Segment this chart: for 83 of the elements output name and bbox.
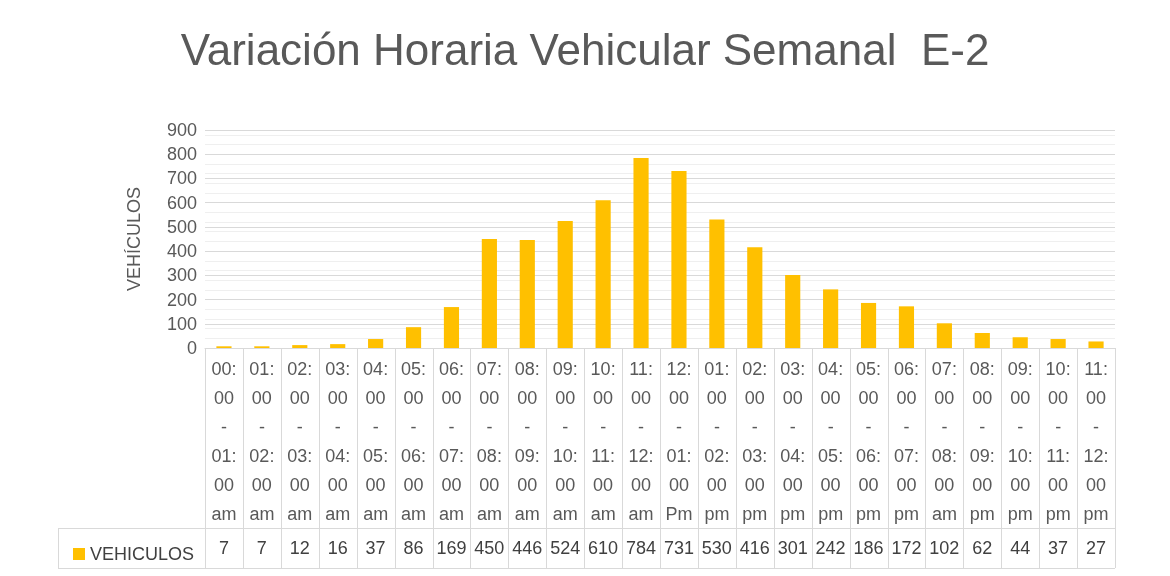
- bar: [898, 306, 915, 348]
- data-label: 102: [928, 537, 961, 560]
- bar: [557, 221, 573, 348]
- data-label: 12: [288, 537, 311, 560]
- bar: [936, 323, 952, 348]
- data-label: 242: [814, 537, 847, 560]
- y-tick-label: 500: [166, 216, 197, 237]
- y-tick-label: 400: [166, 241, 197, 262]
- x-tick-label: 11:00 - 12:00 pm: [1083, 358, 1109, 524]
- data-label: 7: [217, 537, 230, 560]
- x-tick-label: 04:00 - 05:00 pm: [818, 358, 844, 524]
- data-label: 524: [549, 537, 582, 560]
- data-label: 530: [700, 537, 733, 560]
- legend-label: VEHICULOS: [90, 544, 195, 564]
- bar: [595, 200, 611, 348]
- y-tick-label: 600: [166, 192, 197, 213]
- bar: [747, 247, 763, 348]
- data-label: 172: [890, 537, 923, 560]
- data-label: 169: [435, 537, 468, 560]
- data-label: 86: [402, 537, 425, 560]
- bar: [785, 275, 801, 348]
- data-label: 186: [852, 537, 885, 560]
- data-label: 16: [326, 537, 349, 560]
- y-tick-label: 100: [166, 313, 197, 334]
- x-tick-label: 09:00 - 10:00 am: [552, 358, 578, 524]
- bar: [443, 307, 460, 348]
- y-tick-label: 200: [166, 289, 197, 310]
- bar: [860, 302, 877, 348]
- x-tick-label: 01:00 - 02:00 pm: [704, 358, 730, 524]
- x-tick-label: 12:00 - 01:00 Pm: [665, 358, 693, 524]
- y-tick-label: 900: [166, 120, 197, 140]
- bar: [671, 170, 687, 348]
- x-tick-label: 03:00 - 04:00 am: [325, 358, 351, 524]
- data-label: 37: [1047, 537, 1070, 560]
- y-tick-label: 700: [166, 168, 197, 189]
- bar: [823, 289, 839, 348]
- bar: [368, 339, 384, 348]
- bar: [709, 219, 725, 348]
- data-label: 7: [255, 537, 268, 560]
- x-tick-label: 06:00 - 07:00 am: [438, 358, 464, 524]
- chart-title: Variación Horaria Vehicular Semanal E-2: [180, 24, 990, 74]
- bar: [1050, 339, 1066, 348]
- x-tick-label: 08:00 - 09:00 pm: [969, 358, 995, 524]
- x-tick-label: 05:00 - 06:00 am: [401, 358, 427, 524]
- bar: [974, 332, 990, 348]
- x-tick-label: 06:00 - 07:00 pm: [893, 358, 919, 524]
- y-tick-label: 300: [166, 265, 197, 286]
- data-label: 446: [511, 537, 544, 560]
- data-label: 301: [776, 537, 809, 560]
- x-tick-label: 11:00 - 12:00 am: [628, 358, 654, 524]
- x-tick-label: 01:00 - 02:00 am: [249, 358, 275, 524]
- bar: [519, 239, 535, 348]
- data-label: 450: [473, 537, 506, 560]
- x-tick-label: 02:00 - 03:00 am: [287, 358, 313, 524]
- data-label: 37: [364, 537, 387, 560]
- x-tick-label: 07:00 - 08:00 am: [931, 358, 957, 524]
- x-tick-label: 02:00 - 03:00 pm: [742, 358, 768, 524]
- x-tick-label: 03:00 - 04:00 pm: [780, 358, 806, 524]
- x-tick-label: 07:00 - 08:00 am: [476, 358, 502, 524]
- y-tick-label: 0: [186, 338, 197, 358]
- x-tick-label: 04:00 - 05:00 am: [363, 358, 389, 524]
- bar: [1012, 337, 1028, 348]
- x-tick-label: 00:00 - 01:00 am: [211, 358, 237, 524]
- data-label: 416: [738, 537, 771, 560]
- bar: [405, 327, 422, 348]
- bar: [330, 344, 346, 348]
- bar: [633, 158, 649, 348]
- data-label: 784: [625, 537, 658, 560]
- data-label: 610: [587, 537, 620, 560]
- data-label: 731: [662, 537, 695, 560]
- bar: [292, 345, 308, 348]
- data-label: 62: [971, 537, 994, 560]
- x-tick-label: 08:00 - 09:00 am: [514, 358, 540, 524]
- x-tick-label: 05:00 - 06:00 pm: [856, 358, 882, 524]
- bar: [481, 239, 497, 348]
- bar: [1088, 341, 1104, 348]
- data-label: 44: [1009, 537, 1032, 560]
- x-tick-label: 09:00 - 10:00 pm: [1007, 358, 1033, 524]
- y-tick-label: 800: [166, 144, 197, 165]
- data-label: 27: [1085, 537, 1108, 560]
- y-axis-title: VEHÍCULOS: [124, 186, 144, 292]
- x-tick-label: 10:00 - 11:00 pm: [1045, 358, 1071, 524]
- x-tick-label: 10:00 - 11:00 am: [590, 358, 616, 524]
